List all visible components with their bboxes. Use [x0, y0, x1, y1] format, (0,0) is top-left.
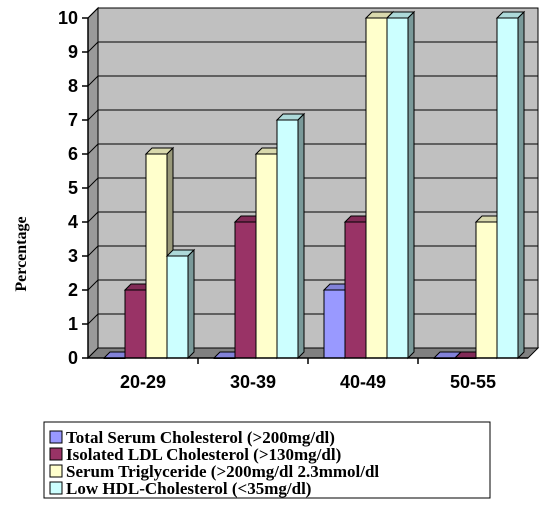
y-tick-label: 4 — [68, 212, 78, 232]
legend-swatch — [49, 464, 63, 478]
y-tick-label: 9 — [68, 42, 78, 62]
bar-front — [255, 153, 278, 359]
y-tick-label: 7 — [68, 110, 78, 130]
y-tick-label: 1 — [68, 314, 78, 334]
bar-front — [276, 119, 299, 359]
bar — [495, 10, 526, 360]
bar — [385, 10, 416, 360]
legend-swatch — [49, 481, 63, 495]
y-tick-label: 6 — [68, 144, 78, 164]
x-tick-label: 20-29 — [120, 372, 166, 392]
bar-front — [475, 221, 498, 359]
bar-front — [145, 153, 168, 359]
x-axis-ticks: 20-29 30-39 40-49 50-55 — [120, 358, 496, 392]
legend-swatch — [49, 447, 63, 461]
y-tick-label: 2 — [68, 280, 78, 300]
legend-label: Low HDL-Cholesterol (<35mg/dl) — [66, 479, 311, 498]
y-tick-label: 8 — [68, 76, 78, 96]
x-tick-label: 30-39 — [230, 372, 276, 392]
y-axis-label: Percentage — [13, 216, 30, 291]
gridline — [87, 7, 538, 19]
bar-front — [124, 289, 147, 359]
legend-box — [43, 421, 491, 499]
y-tick-label: 3 — [68, 246, 78, 266]
bar-side — [407, 10, 415, 360]
legend-swatch — [49, 430, 63, 444]
bar-front — [496, 17, 519, 359]
x-tick-label: 40-49 — [340, 372, 386, 392]
x-tick-label: 50-55 — [450, 372, 496, 392]
y-tick-label: 5 — [68, 178, 78, 198]
bar — [165, 248, 196, 360]
bar-front — [323, 289, 346, 359]
legend-label: Serum Triglyceride (>200mg/dl 2.3mmol/dl — [66, 462, 379, 481]
bar-side — [517, 10, 525, 360]
legend-label: Total Serum Cholesterol (>200mg/dl) — [66, 428, 335, 447]
bar-side — [297, 112, 305, 360]
legend-label: Isolated LDL Cholesterol (>130mg/dl) — [66, 445, 341, 464]
bar-front — [386, 17, 409, 359]
bar-front — [365, 17, 388, 359]
bar-front — [234, 221, 257, 359]
bar — [275, 112, 306, 360]
bar-front — [166, 255, 189, 359]
y-tick-label: 0 — [68, 348, 78, 368]
bar-front — [344, 221, 367, 359]
legend: Total Serum Cholesterol (>200mg/dl)Isola… — [43, 421, 491, 499]
bars — [102, 10, 526, 360]
bar-side — [187, 248, 195, 360]
y-tick-label: 10 — [58, 8, 78, 28]
